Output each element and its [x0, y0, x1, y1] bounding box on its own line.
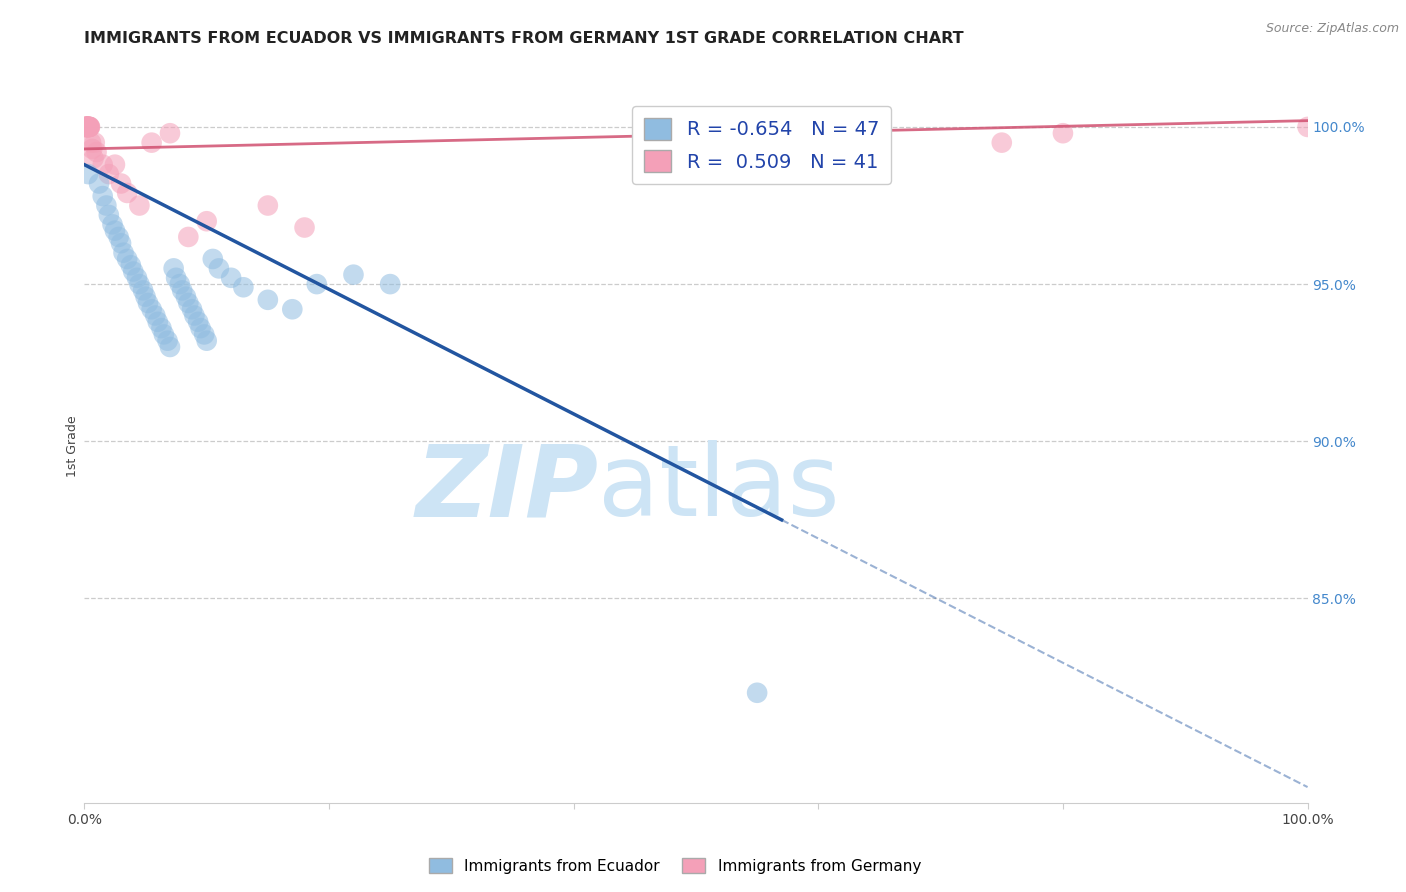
Point — [747, 686, 769, 700]
Point — [83, 136, 105, 150]
Point — [107, 230, 129, 244]
Point — [156, 334, 179, 348]
Point — [146, 315, 169, 329]
Point — [187, 315, 209, 329]
Point — [195, 214, 218, 228]
Text: ZIP: ZIP — [415, 441, 598, 537]
Legend: Immigrants from Ecuador, Immigrants from Germany: Immigrants from Ecuador, Immigrants from… — [423, 852, 927, 880]
Point — [96, 198, 118, 212]
Point — [281, 302, 304, 317]
Point — [87, 177, 110, 191]
Point — [141, 136, 163, 150]
Point — [77, 167, 100, 181]
Point — [75, 120, 97, 134]
Point — [91, 158, 114, 172]
Point — [991, 136, 1014, 150]
Point — [125, 270, 148, 285]
Point — [80, 136, 103, 150]
Point — [135, 290, 157, 304]
Point — [75, 120, 97, 134]
Point — [75, 120, 97, 134]
Point — [115, 252, 138, 266]
Point — [153, 327, 176, 342]
Point — [76, 120, 98, 134]
Point — [104, 224, 127, 238]
Point — [77, 120, 100, 134]
Point — [77, 120, 100, 134]
Point — [112, 245, 135, 260]
Point — [110, 177, 132, 191]
Point — [143, 309, 166, 323]
Point — [136, 296, 159, 310]
Point — [174, 290, 197, 304]
Point — [77, 120, 100, 134]
Point — [76, 120, 98, 134]
Point — [82, 142, 104, 156]
Point — [75, 120, 97, 134]
Point — [110, 236, 132, 251]
Point — [128, 277, 150, 292]
Point — [77, 120, 100, 134]
Text: Source: ZipAtlas.com: Source: ZipAtlas.com — [1265, 22, 1399, 36]
Point — [120, 258, 142, 272]
Point — [159, 126, 181, 140]
Point — [807, 126, 830, 140]
Point — [165, 270, 187, 285]
Text: IMMIGRANTS FROM ECUADOR VS IMMIGRANTS FROM GERMANY 1ST GRADE CORRELATION CHART: IMMIGRANTS FROM ECUADOR VS IMMIGRANTS FR… — [84, 31, 965, 46]
Point — [77, 120, 100, 134]
Y-axis label: 1st Grade: 1st Grade — [66, 415, 79, 477]
Point — [122, 264, 145, 278]
Point — [294, 220, 316, 235]
Point — [183, 309, 205, 323]
Point — [208, 261, 231, 276]
Point — [104, 158, 127, 172]
Point — [86, 145, 108, 159]
Point — [1296, 120, 1319, 134]
Point — [150, 321, 173, 335]
Text: atlas: atlas — [598, 441, 839, 537]
Point — [77, 120, 100, 134]
Point — [1052, 126, 1074, 140]
Point — [219, 270, 242, 285]
Point — [76, 120, 98, 134]
Point — [195, 334, 218, 348]
Point — [76, 120, 98, 134]
Point — [115, 186, 138, 200]
Point — [201, 252, 224, 266]
Point — [76, 120, 98, 134]
Point — [141, 302, 163, 317]
Point — [128, 198, 150, 212]
Point — [181, 302, 204, 317]
Point — [172, 284, 194, 298]
Point — [305, 277, 328, 292]
Point — [97, 208, 120, 222]
Point — [342, 268, 364, 282]
Point — [76, 120, 98, 134]
Point — [79, 120, 101, 134]
Point — [257, 293, 280, 307]
Point — [193, 327, 215, 342]
Point — [91, 189, 114, 203]
Point — [257, 198, 280, 212]
Point — [83, 152, 105, 166]
Point — [132, 284, 155, 298]
Point — [177, 230, 200, 244]
Point — [79, 120, 101, 134]
Point — [75, 120, 97, 134]
Point — [79, 120, 101, 134]
Point — [190, 321, 212, 335]
Point — [232, 280, 254, 294]
Point — [97, 167, 120, 181]
Point — [159, 340, 181, 354]
Point — [177, 296, 200, 310]
Point — [101, 218, 124, 232]
Point — [380, 277, 402, 292]
Point — [169, 277, 191, 292]
Point — [163, 261, 186, 276]
Legend: R = -0.654   N = 47, R =  0.509   N = 41: R = -0.654 N = 47, R = 0.509 N = 41 — [633, 106, 891, 184]
